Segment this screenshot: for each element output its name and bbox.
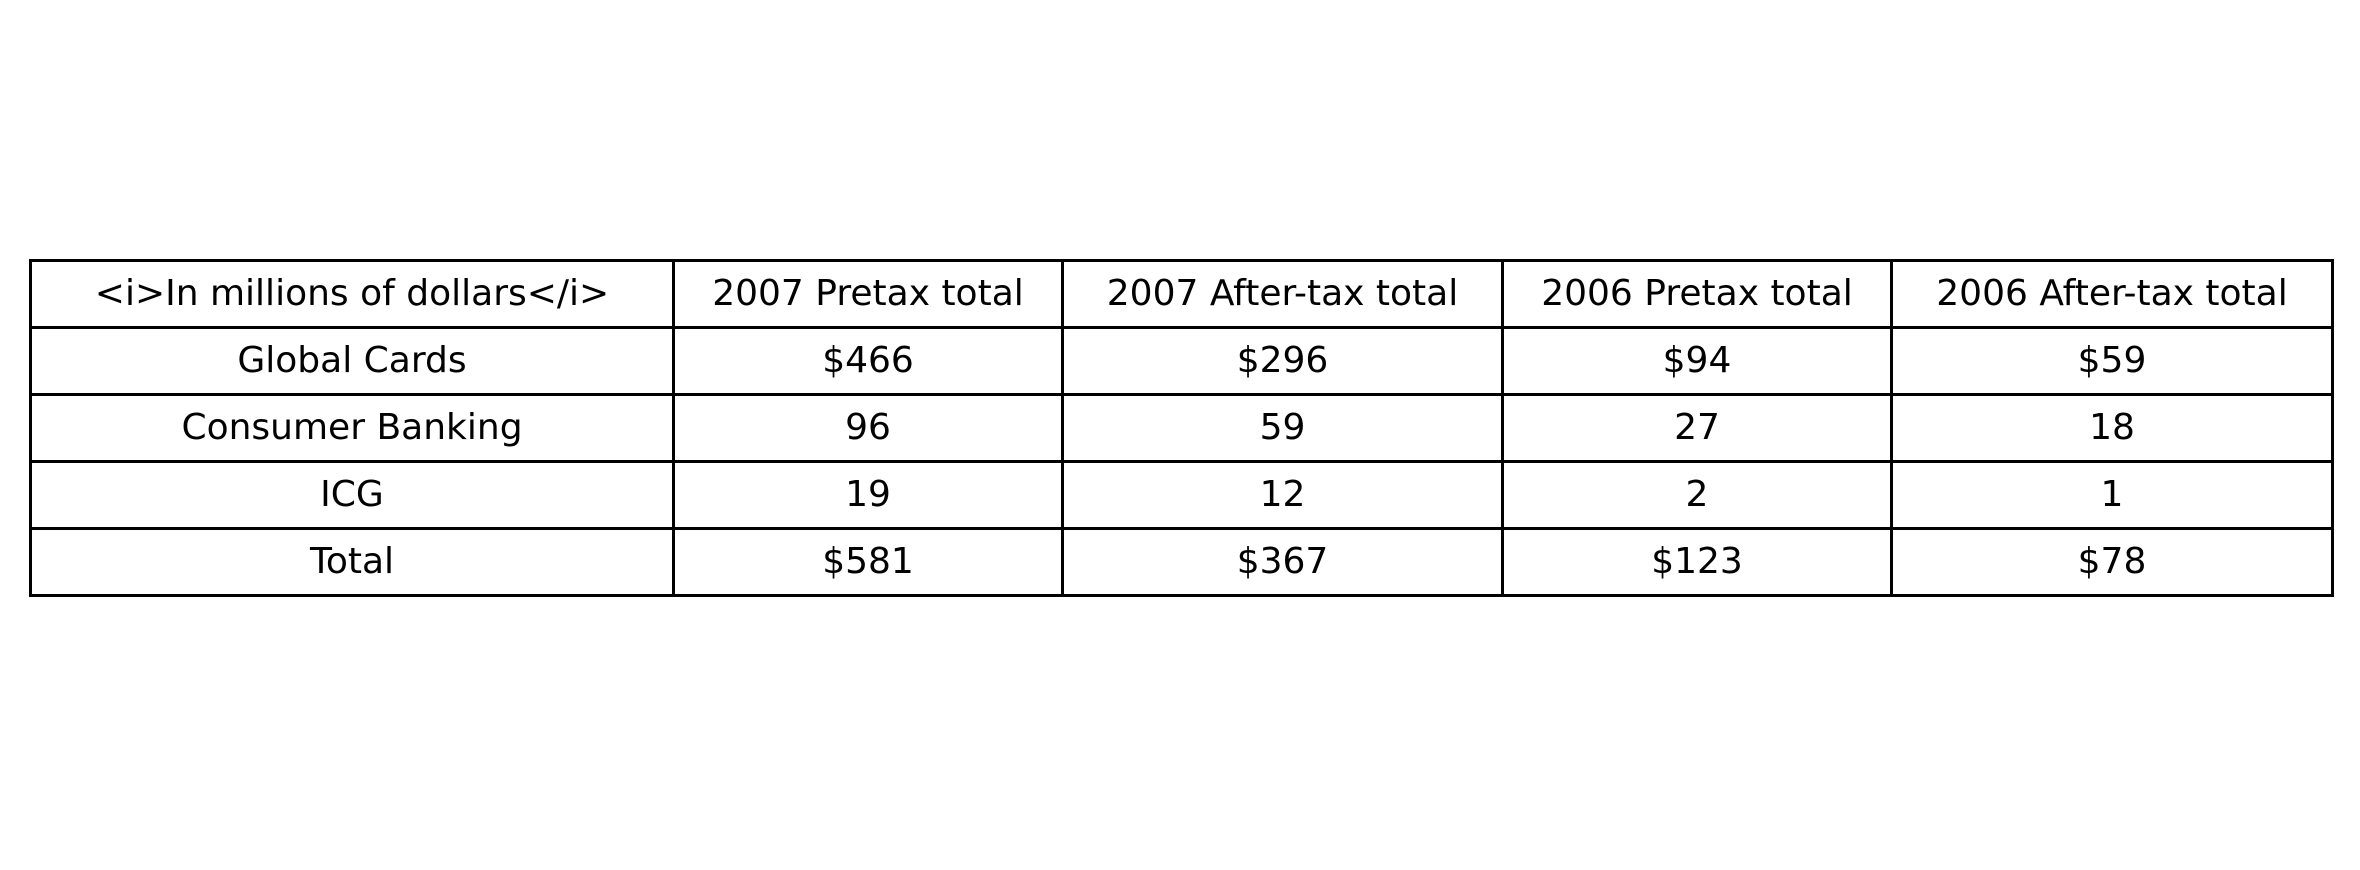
row-label-cell: Consumer Banking: [29, 393, 675, 463]
table-row: ICG 19 12 2 1: [29, 460, 2334, 530]
table-cell: $581: [672, 527, 1064, 597]
table-cell: $94: [1501, 326, 1893, 396]
header-cell: 2006 Pretax total: [1501, 259, 1893, 329]
header-cell: 2007 Pretax total: [672, 259, 1064, 329]
data-table: <i>In millions of dollars</i> 2007 Preta…: [29, 259, 2334, 597]
table-row: Consumer Banking 96 59 27 18: [29, 393, 2334, 463]
table-cell: 96: [672, 393, 1064, 463]
total-row: Total $581 $367 $123 $78: [29, 527, 2334, 597]
table-cell: 19: [672, 460, 1064, 530]
header-cell: 2006 After-tax total: [1890, 259, 2334, 329]
table-cell: $59: [1890, 326, 2334, 396]
header-cell: <i>In millions of dollars</i>: [29, 259, 675, 329]
table-cell: $466: [672, 326, 1064, 396]
row-label-cell: Global Cards: [29, 326, 675, 396]
table-cell: 18: [1890, 393, 2334, 463]
table-cell: 27: [1501, 393, 1893, 463]
table-cell: 12: [1061, 460, 1504, 530]
table-cell: $296: [1061, 326, 1504, 396]
table-cell: 1: [1890, 460, 2334, 530]
table-cell: 59: [1061, 393, 1504, 463]
row-label-cell: ICG: [29, 460, 675, 530]
header-row: <i>In millions of dollars</i> 2007 Preta…: [29, 259, 2334, 329]
header-cell: 2007 After-tax total: [1061, 259, 1504, 329]
table-cell: $78: [1890, 527, 2334, 597]
table-cell: 2: [1501, 460, 1893, 530]
table-cell: $123: [1501, 527, 1893, 597]
row-label-cell: Total: [29, 527, 675, 597]
table-cell: $367: [1061, 527, 1504, 597]
table-row: Global Cards $466 $296 $94 $59: [29, 326, 2334, 396]
